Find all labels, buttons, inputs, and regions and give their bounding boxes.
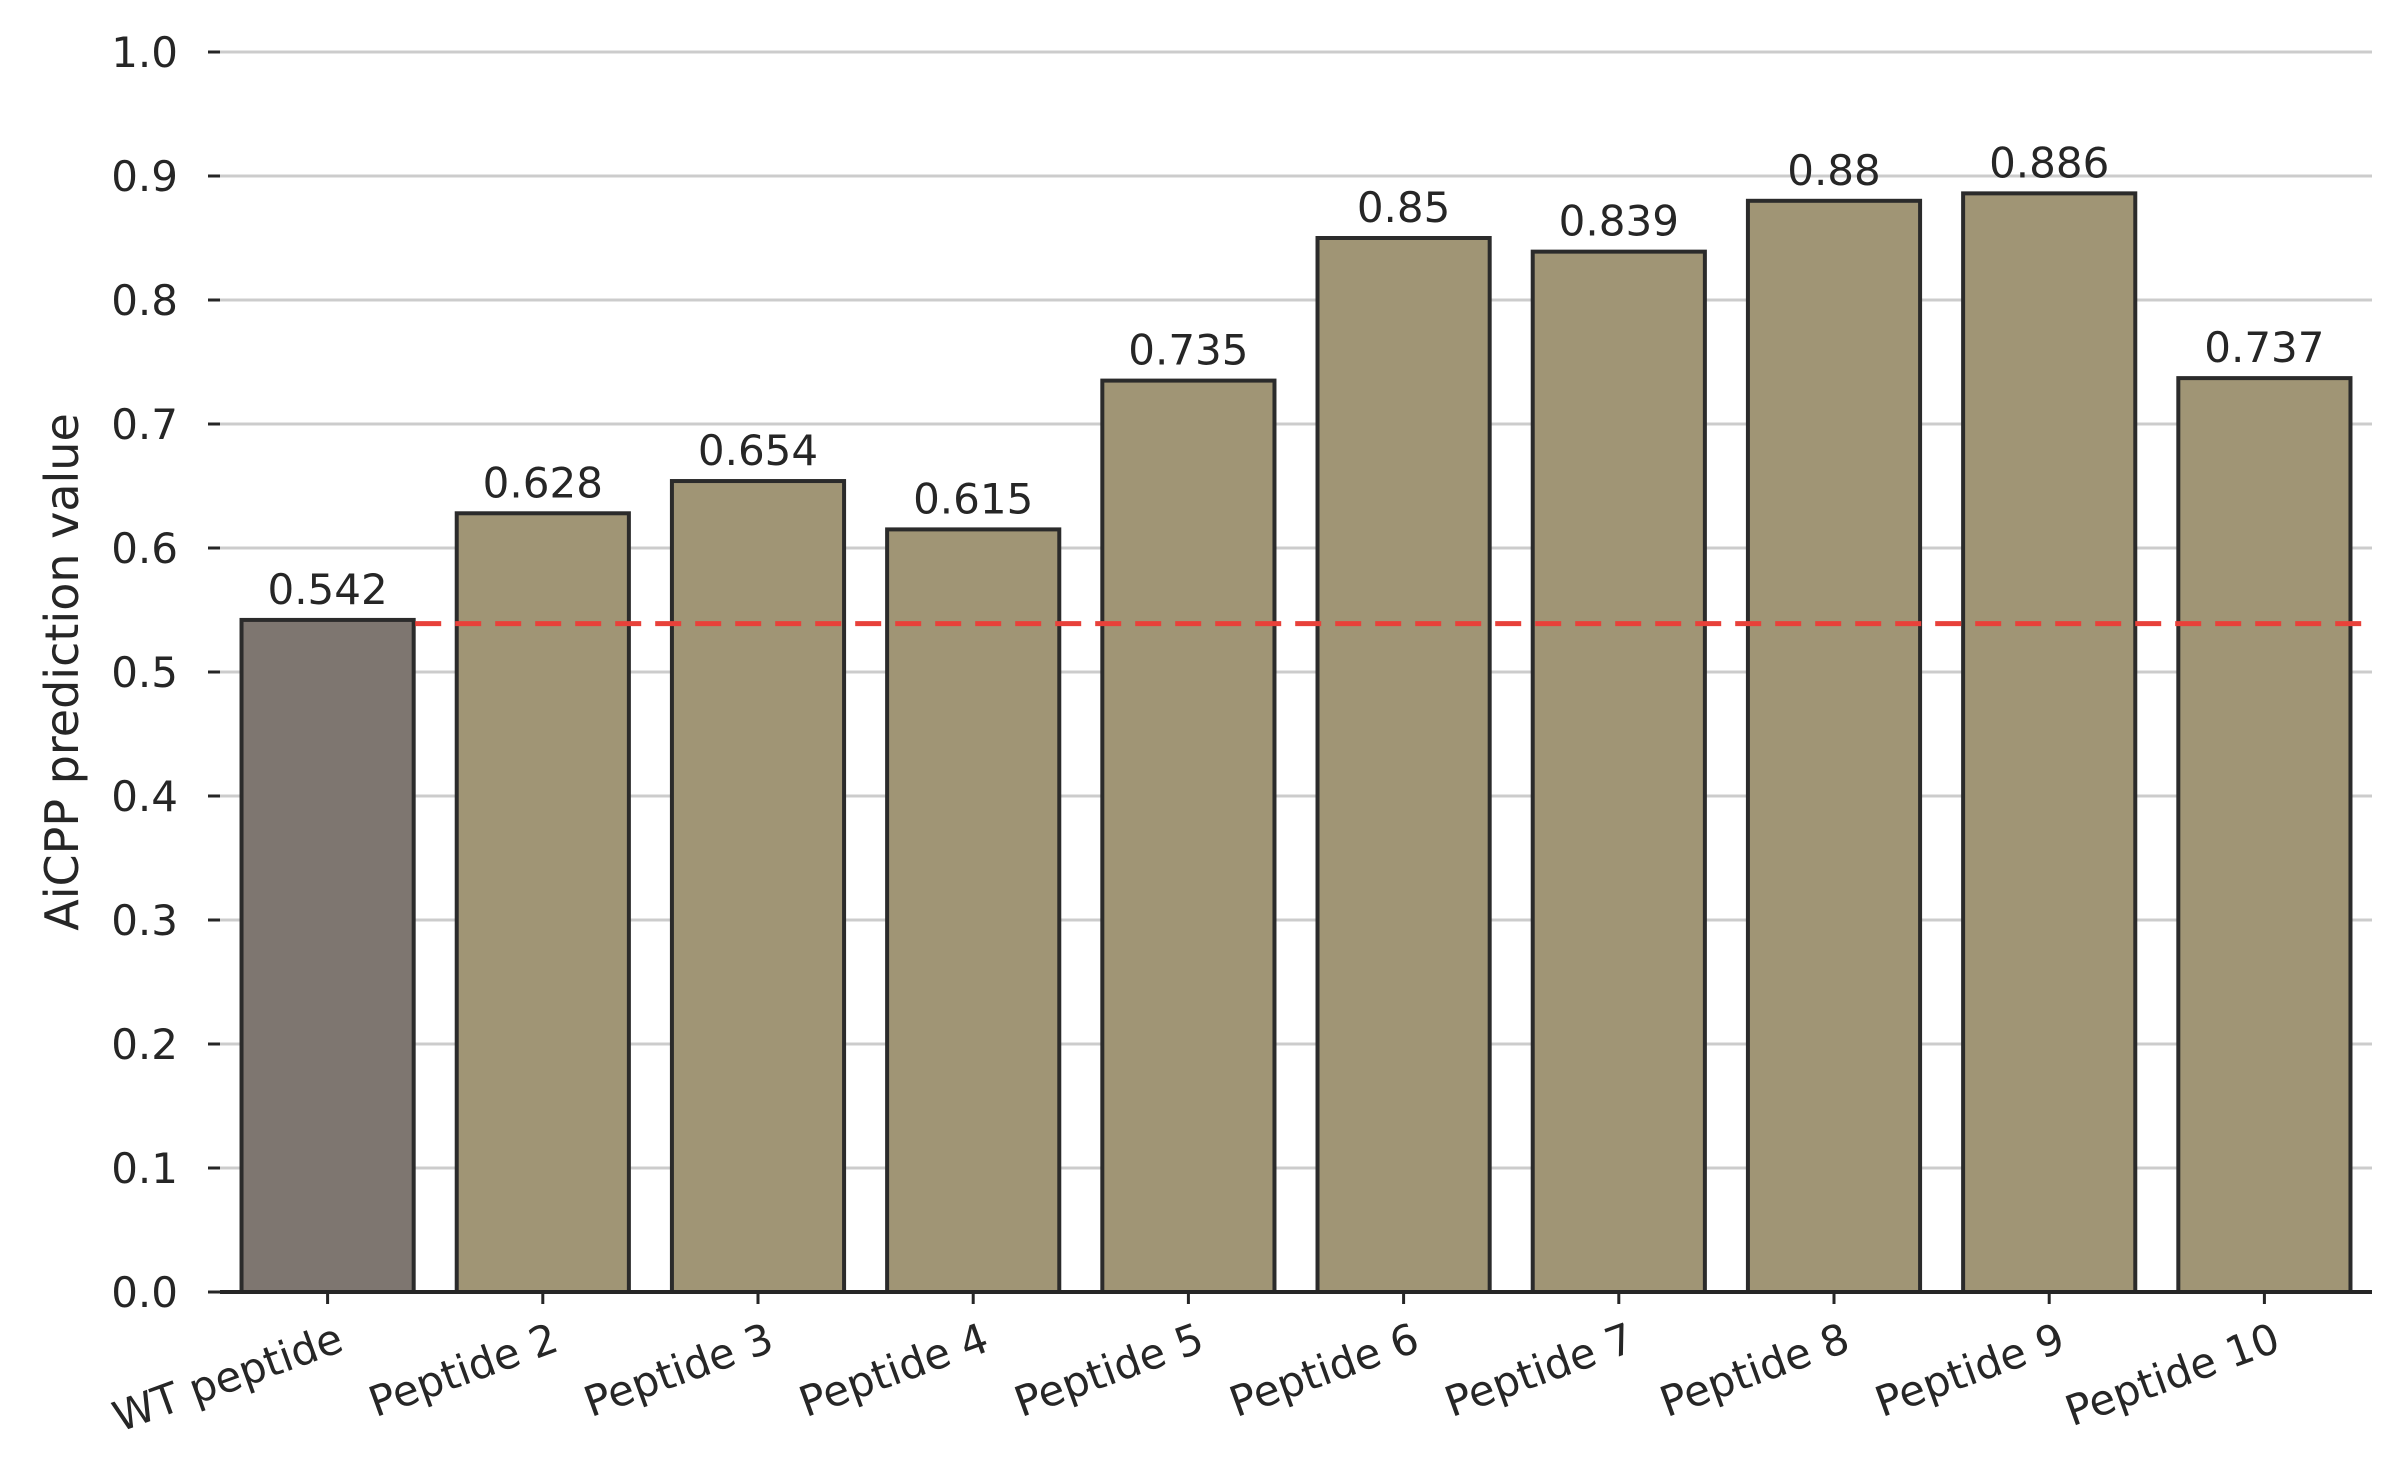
bar-peptide-9 bbox=[1961, 191, 2138, 1295]
y-tick-label: 0.5 bbox=[111, 648, 178, 697]
bar-peptide-2 bbox=[454, 511, 631, 1294]
y-tick-label: 0.6 bbox=[111, 524, 178, 573]
bar-value-label: 0.737 bbox=[2204, 323, 2324, 372]
bar-peptide-4 bbox=[885, 527, 1062, 1294]
bar-value-label: 0.615 bbox=[913, 474, 1033, 523]
bar-peptide-5 bbox=[1100, 378, 1277, 1295]
bar-value-label: 0.542 bbox=[267, 565, 387, 614]
y-tick-label: 0.2 bbox=[111, 1020, 178, 1069]
bar-peptide-6 bbox=[1315, 236, 1492, 1294]
bar-value-label: 0.654 bbox=[698, 426, 818, 475]
x-tick-label: Peptide 7 bbox=[1438, 1313, 1640, 1426]
x-tick-label: Peptide 3 bbox=[577, 1313, 779, 1426]
bar-value-label: 0.886 bbox=[1989, 138, 2109, 187]
x-tick-label: Peptide 10 bbox=[2059, 1313, 2286, 1436]
x-tick-label: Peptide 8 bbox=[1653, 1313, 1855, 1426]
x-tick-label: Peptide 4 bbox=[793, 1313, 995, 1426]
y-tick-label: 1.0 bbox=[111, 28, 178, 77]
y-tick-label: 0.1 bbox=[111, 1144, 178, 1193]
x-tick-label: Peptide 6 bbox=[1223, 1313, 1425, 1426]
bar-value-label: 0.85 bbox=[1357, 183, 1451, 232]
y-tick-label: 0.3 bbox=[111, 896, 178, 945]
y-tick-label: 0.7 bbox=[111, 400, 178, 449]
x-tick-label: Peptide 5 bbox=[1008, 1313, 1210, 1426]
bar-wt-peptide bbox=[239, 617, 416, 1294]
bar-peptide-8 bbox=[1745, 198, 1923, 1294]
y-tick-label: 0.4 bbox=[111, 772, 178, 821]
value-labels: 0.542 0.628 0.654 0.615 0.735 0.85 0.839 0.88 0.… bbox=[267, 138, 2324, 614]
bar-peptide-3 bbox=[669, 479, 847, 1295]
bar-value-label: 0.88 bbox=[1787, 146, 1881, 195]
bar-value-label: 0.628 bbox=[483, 458, 603, 507]
y-tick-label: 0.0 bbox=[111, 1268, 178, 1317]
y-tick-label: 0.8 bbox=[111, 276, 178, 325]
bar-value-label: 0.735 bbox=[1128, 326, 1248, 375]
y-tick-label: 0.9 bbox=[111, 152, 178, 201]
bar-value-label: 0.839 bbox=[1559, 197, 1679, 246]
x-tick-label: Peptide 2 bbox=[362, 1313, 564, 1426]
x-tick-label: WT peptide bbox=[106, 1313, 349, 1441]
bars bbox=[239, 191, 2353, 1295]
bar-peptide-10 bbox=[2176, 376, 2353, 1294]
x-tick-label: Peptide 9 bbox=[1869, 1313, 2071, 1426]
y-axis-label: AiCPP prediction value bbox=[35, 413, 89, 931]
bar-peptide-7 bbox=[1530, 249, 1707, 1294]
